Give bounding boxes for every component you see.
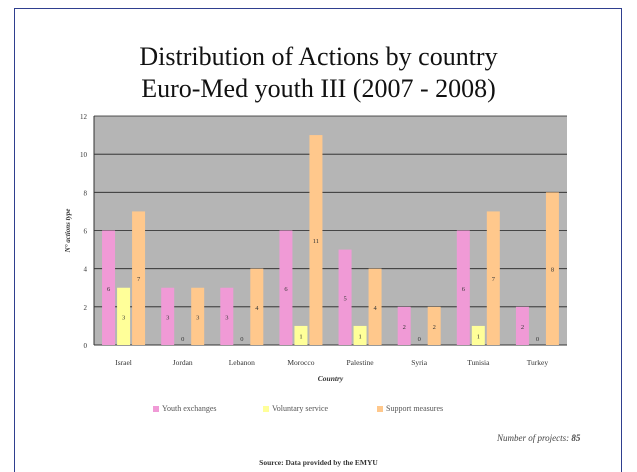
chart-subtitle: Euro-Med youth III (2007 - 2008): [141, 74, 496, 103]
bar: [471, 325, 485, 345]
bar: [250, 268, 264, 345]
legend-item: Youth exchanges: [153, 404, 217, 413]
data-label: 4: [255, 305, 259, 312]
y-tick-label: 4: [84, 266, 88, 274]
x-tick-label: Morocco: [287, 358, 314, 367]
data-label: 0: [240, 336, 243, 343]
x-tick-label: Lebanon: [229, 358, 255, 367]
legend-label: Youth exchanges: [162, 404, 217, 413]
bar: [102, 230, 116, 345]
projects-value: 85: [571, 433, 581, 443]
data-label: 6: [462, 286, 466, 293]
bar: [309, 135, 323, 345]
legend-item: Support measures: [377, 404, 443, 413]
x-tick-label: Palestine: [347, 358, 375, 367]
data-label: 0: [181, 336, 184, 343]
data-label: 0: [536, 336, 539, 343]
legend-label: Voluntary service: [272, 404, 329, 413]
legend-swatch: [153, 405, 159, 412]
bar: [279, 230, 293, 345]
data-label: 8: [551, 267, 554, 274]
bar: [427, 306, 441, 345]
bar: [545, 192, 559, 345]
y-tick-label: 2: [84, 304, 88, 312]
y-tick-label: 12: [80, 113, 88, 121]
data-label: 0: [418, 336, 421, 343]
data-label: 2: [521, 324, 524, 331]
legend-swatch: [263, 405, 269, 412]
bar: [515, 306, 529, 345]
bar: [132, 211, 146, 345]
bar: [191, 287, 205, 345]
x-tick-label: Syria: [411, 358, 428, 367]
y-tick-label: 6: [84, 228, 88, 236]
y-tick-label: 10: [80, 151, 88, 159]
legend-swatch: [377, 405, 383, 412]
source-note: Source: Data provided by the EMYU: [259, 458, 378, 467]
data-label: 2: [433, 324, 436, 331]
data-label: 5: [343, 295, 346, 302]
bar: [353, 325, 367, 345]
bar: [117, 287, 131, 345]
projects-label: Number of projects:: [497, 433, 570, 443]
x-axis-title: Country: [318, 374, 344, 383]
data-label: 2: [403, 324, 406, 331]
bar: [486, 211, 500, 345]
projects-count: Number of projects: 85: [497, 433, 580, 443]
data-label: 1: [358, 333, 361, 340]
data-label: 6: [107, 286, 111, 293]
data-label: 6: [284, 286, 288, 293]
y-tick-label: 8: [84, 189, 88, 197]
x-tick-label: Tunisia: [467, 358, 490, 367]
data-label: 3: [225, 314, 228, 321]
data-label: 3: [196, 314, 199, 321]
bar: [161, 287, 175, 345]
data-label: 3: [122, 314, 125, 321]
data-label: 11: [313, 238, 319, 245]
data-label: 1: [299, 333, 302, 340]
data-label: 7: [137, 276, 141, 283]
x-tick-label: Turkey: [527, 358, 549, 367]
bar: [220, 287, 234, 345]
bar: [338, 249, 352, 345]
chart-title: Distribution of Actions by country: [139, 42, 498, 71]
bar: [456, 230, 470, 345]
y-axis-title: N° actions type: [64, 209, 72, 254]
bar: [294, 325, 308, 345]
legend-label: Support measures: [386, 404, 444, 413]
data-label: 1: [477, 333, 480, 340]
data-label: 4: [373, 305, 377, 312]
data-label: 3: [166, 314, 169, 321]
x-tick-label: Jordan: [173, 358, 193, 367]
bar: [368, 268, 382, 345]
data-label: 7: [492, 276, 496, 283]
bar: [397, 306, 411, 345]
y-tick-label: 0: [84, 342, 88, 350]
legend-item: Voluntary service: [263, 404, 328, 413]
x-tick-label: Israel: [115, 358, 132, 367]
